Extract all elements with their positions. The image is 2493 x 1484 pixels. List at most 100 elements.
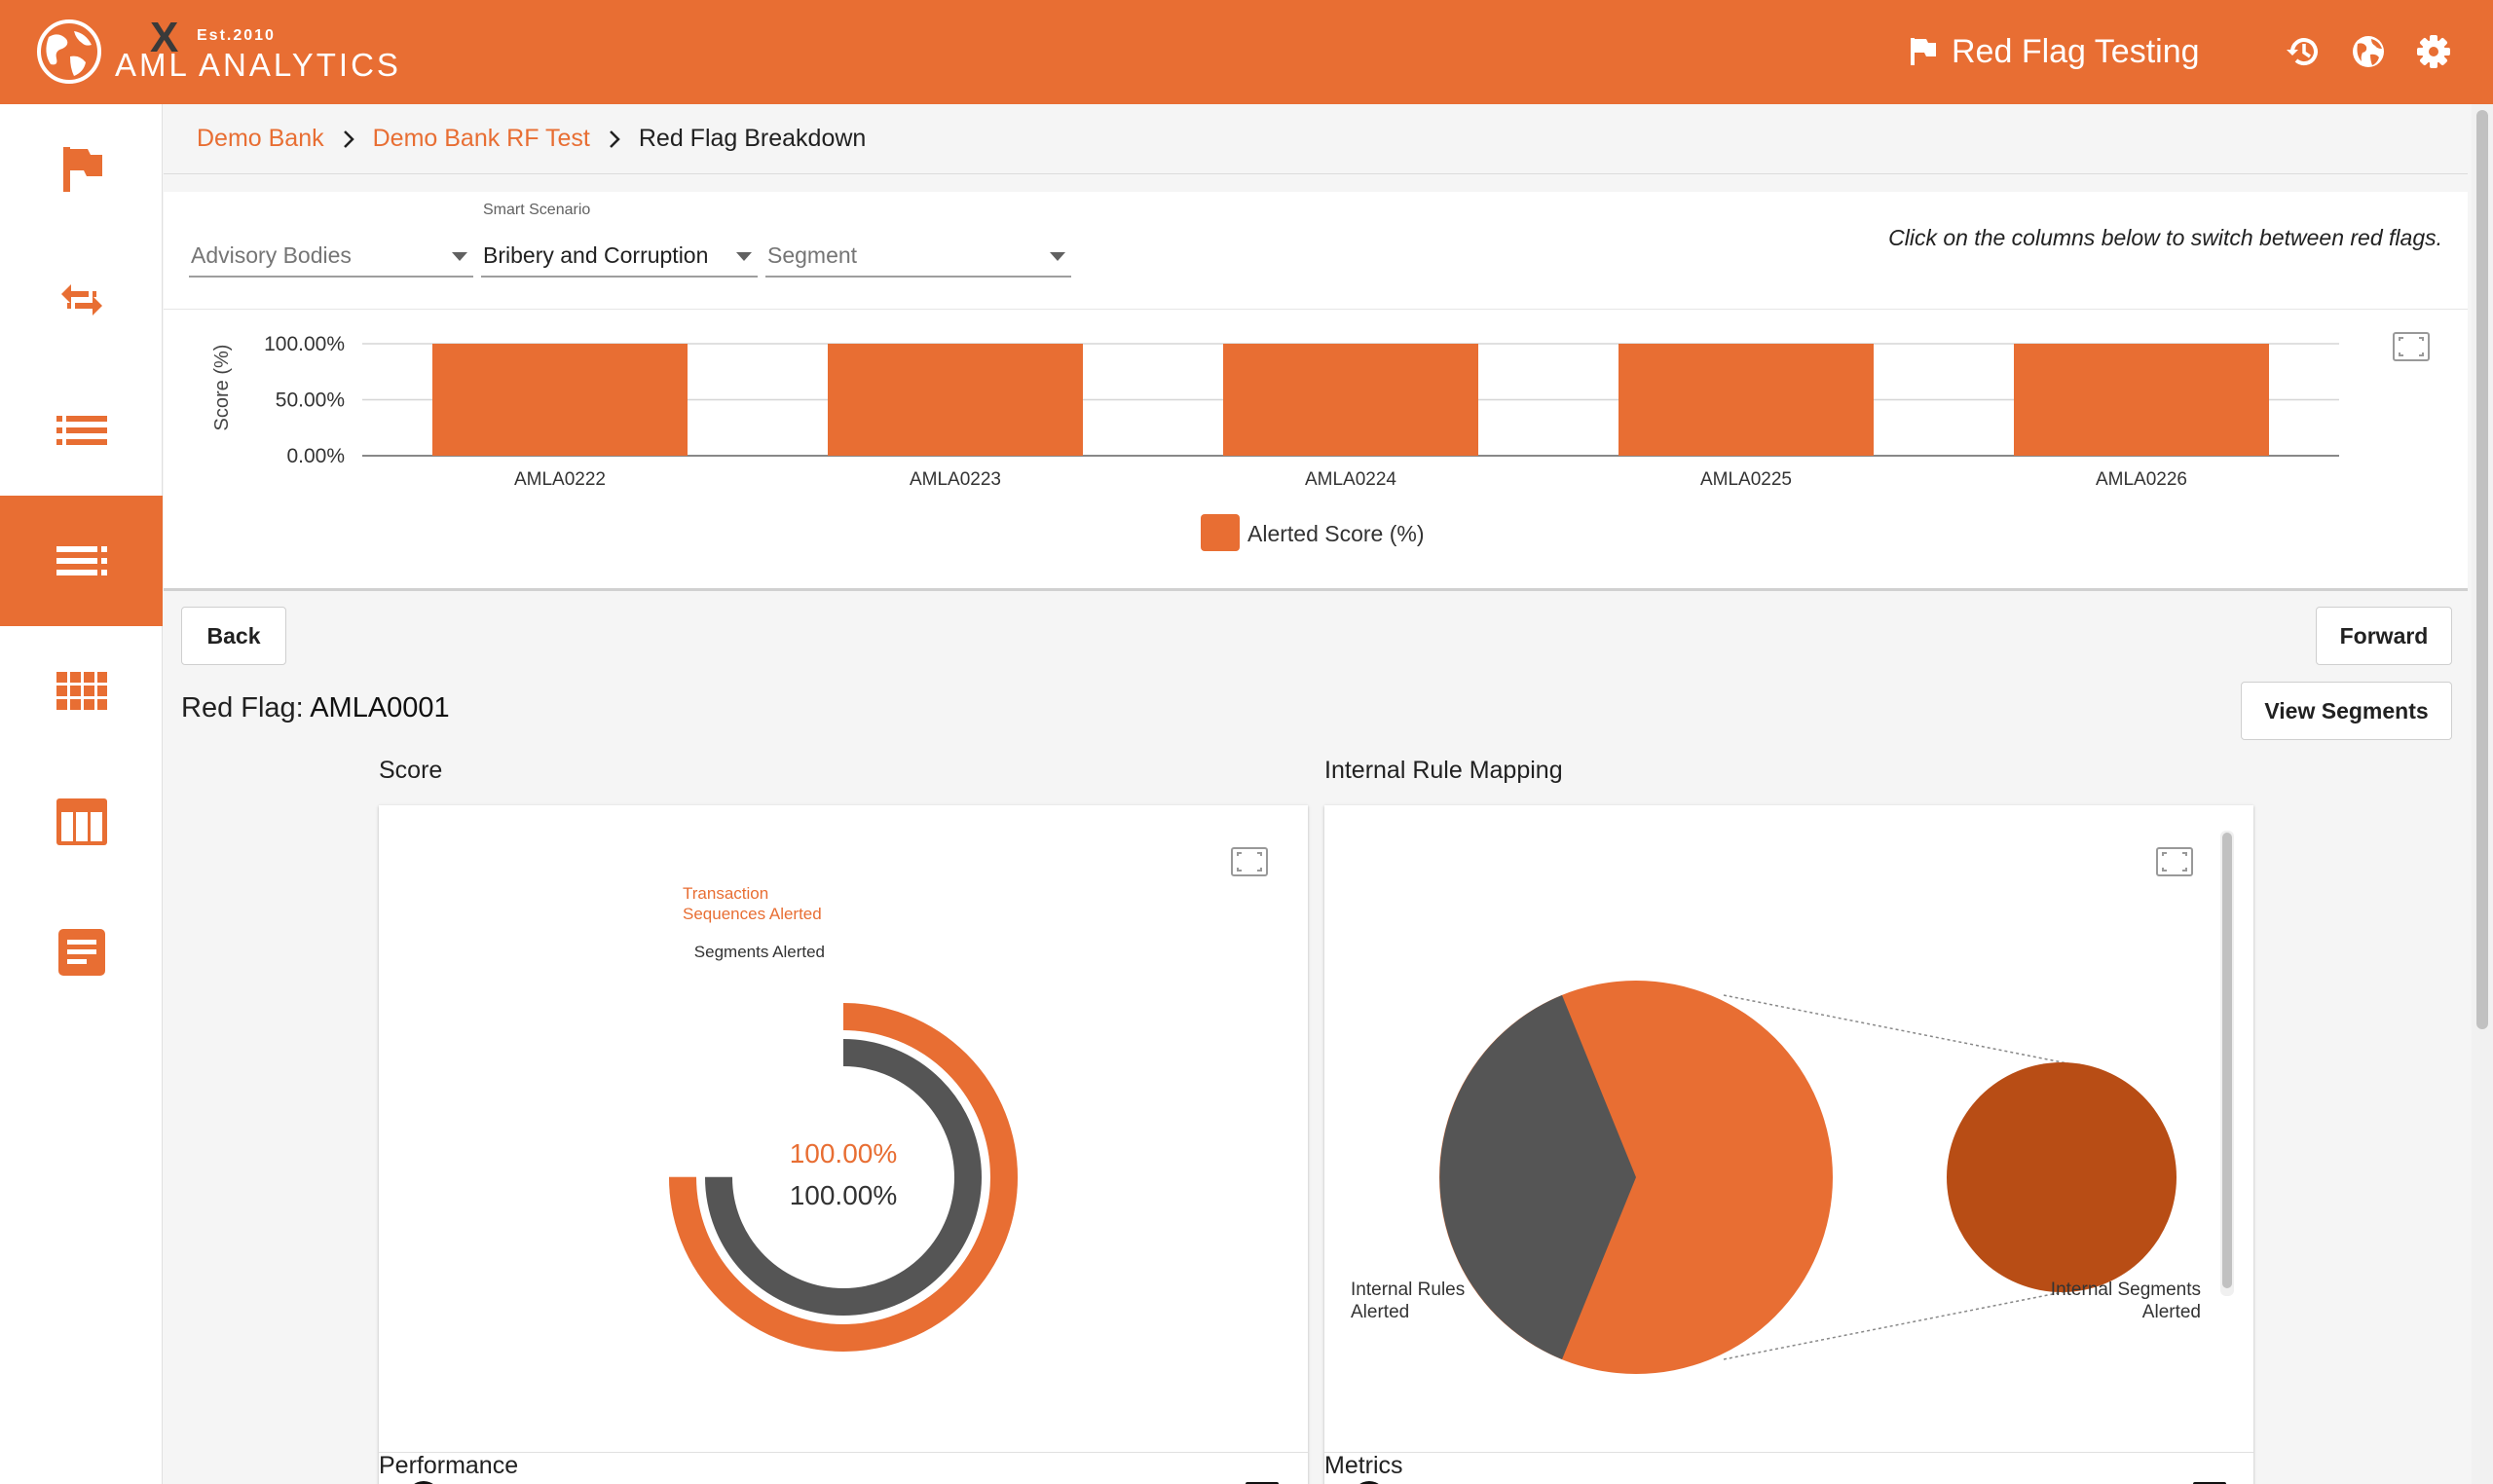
pie-slice-other [1439, 995, 1636, 1359]
internal-segments-label-line2: Alerted [2142, 1302, 2201, 1322]
bar-amla0223[interactable] [828, 344, 1083, 456]
score-section-title: Score [379, 757, 443, 784]
red-flag-id: AMLA0001 [310, 692, 450, 723]
filter-bar: Advisory Bodies Smart Scenario Bribery a… [164, 192, 2468, 309]
sidebar-item-document[interactable] [0, 887, 163, 1018]
help-icon[interactable] [406, 1480, 441, 1484]
sidebar [0, 104, 163, 1484]
globe-icon[interactable] [2350, 33, 2387, 70]
smart-scenario-select[interactable]: Smart Scenario Bribery and Corruption [481, 202, 758, 278]
flag-icon [62, 147, 102, 192]
sidebar-item-transfers[interactable] [0, 235, 163, 365]
logo-x-mark: X [150, 14, 179, 61]
help-icon[interactable] [1352, 1480, 1387, 1484]
page-title: Red Flag Testing [1952, 32, 2200, 70]
outer-ring-value: 100.00% [790, 1138, 898, 1169]
outer-ring-label-line1: Transaction [683, 884, 768, 903]
outer-ring-bar [669, 1003, 1018, 1352]
view-segments-button[interactable]: View Segments [2241, 682, 2452, 740]
bar-amla0224[interactable] [1223, 344, 1478, 456]
segment-select[interactable]: Segment [765, 237, 1071, 278]
internal-rules-label-line1: Internal Rules [1351, 1280, 1465, 1300]
chevron-right-icon [609, 130, 620, 148]
caret-down-icon [452, 252, 467, 261]
x-tick-label: AMLA0222 [514, 469, 606, 490]
red-flag-heading: Red Flag: AMLA0001 [181, 692, 450, 724]
fullscreen-icon[interactable] [2155, 846, 2194, 877]
connector-line-top [1723, 994, 2083, 1067]
inner-ring-value: 100.00% [790, 1180, 898, 1210]
advisory-bodies-select[interactable]: Advisory Bodies [189, 237, 473, 278]
breadcrumb-current: Red Flag Breakdown [638, 125, 867, 152]
top-bar: X Est.2010 AML ANALYTICS Red Flag Testin… [0, 0, 2493, 104]
breadcrumb-link-rf-test[interactable]: Demo Bank RF Test [372, 125, 590, 152]
performance-section-title: Performance [379, 1452, 519, 1479]
list-icon [56, 416, 107, 445]
gear-icon[interactable] [2415, 33, 2452, 70]
logo-established: Est.2010 [197, 27, 276, 44]
back-button[interactable]: Back [181, 607, 286, 665]
card-scrollbar-thumb[interactable] [2222, 833, 2232, 1288]
metrics-section-title: Metrics [1324, 1452, 1403, 1479]
connector-line-bottom [1723, 1287, 2083, 1360]
fullscreen-icon[interactable] [1230, 846, 1269, 877]
breadcrumb-link-demo-bank[interactable]: Demo Bank [197, 125, 324, 152]
forward-button[interactable]: Forward [2316, 607, 2452, 665]
inner-ring-bar [705, 1039, 982, 1316]
sidebar-item-breakdown[interactable] [0, 496, 163, 626]
x-tick-label: AMLA0226 [2096, 469, 2187, 490]
caret-down-icon [1050, 252, 1065, 261]
legend-swatch [1201, 514, 1240, 551]
sidebar-item-grid[interactable] [0, 626, 163, 757]
caret-down-icon [736, 252, 752, 261]
red-flag-bar-chart: 0.00% 50.00% 100.00% AMLA0222 AMLA0223 AMLA0… [211, 333, 2339, 551]
score-card: Transaction Sequences Alerted Segments A… [379, 805, 1308, 1484]
score-radial-chart: Transaction Sequences Alerted Segments A… [669, 884, 1018, 1352]
legend-label: Alerted Score (%) [1247, 521, 1425, 546]
fullscreen-icon[interactable] [2392, 331, 2431, 362]
y-tick-label: 100.00% [264, 333, 345, 355]
advisory-bodies-placeholder: Advisory Bodies [191, 242, 352, 268]
grid-icon [56, 672, 107, 710]
outer-ring-label-line2: Sequences Alerted [683, 905, 822, 923]
detail-list-icon [56, 546, 107, 575]
sidebar-item-list[interactable] [0, 365, 163, 496]
x-tick-label: AMLA0224 [1305, 469, 1396, 490]
history-icon[interactable] [2285, 33, 2322, 70]
breadcrumb: Demo Bank Demo Bank RF Test Red Flag Bre… [164, 104, 2468, 174]
arrows-exchange-icon [60, 284, 102, 315]
bar-amla0225[interactable] [1619, 344, 1874, 456]
card-scrollbar[interactable] [2220, 831, 2234, 1296]
table-columns-icon [56, 798, 107, 845]
bar-chart-legend[interactable]: Alerted Score (%) [1201, 514, 1425, 551]
smart-scenario-label: Smart Scenario [483, 202, 591, 218]
x-tick-label: AMLA0223 [910, 469, 1001, 490]
internal-rule-card-footer [1324, 1452, 2253, 1484]
sidebar-item-red-flags[interactable] [0, 104, 163, 235]
document-icon [57, 929, 105, 976]
page-scrollbar-thumb[interactable] [2476, 110, 2488, 1029]
bar-amla0226[interactable] [2014, 344, 2269, 456]
inner-ring-label: Segments Alerted [694, 943, 825, 961]
chart-hint: Click on the columns below to switch bet… [1888, 225, 2442, 250]
drilldown-pie [1947, 1062, 2177, 1292]
logo-name: AML ANALYTICS [115, 47, 401, 83]
y-tick-label: 50.00% [276, 390, 345, 412]
internal-segments-label-line1: Internal Segments [2051, 1280, 2201, 1300]
y-axis-label: Score (%) [211, 345, 233, 431]
page-scrollbar[interactable] [2472, 104, 2493, 1484]
internal-rules-label-line2: Alerted [1351, 1302, 1409, 1322]
chevron-right-icon [343, 130, 354, 148]
internal-rule-mapping-card: Internal Rules Alerted Internal Segments… [1324, 805, 2253, 1484]
y-tick-label: 0.00% [286, 445, 345, 467]
segment-placeholder: Segment [767, 242, 858, 268]
main-content: Demo Bank Demo Bank RF Test Red Flag Bre… [164, 104, 2468, 1484]
bar-amla0222[interactable] [432, 344, 688, 456]
flag-icon [1911, 38, 1936, 65]
app-title: Red Flag Testing [1909, 27, 2200, 76]
red-flag-bar-chart-panel: 0.00% 50.00% 100.00% AMLA0222 AMLA0223 AMLA0… [164, 309, 2468, 591]
x-tick-label: AMLA0225 [1700, 469, 1792, 490]
sidebar-item-table[interactable] [0, 757, 163, 887]
globe-logo-icon [37, 19, 101, 84]
smart-scenario-value: Bribery and Corruption [483, 242, 709, 268]
